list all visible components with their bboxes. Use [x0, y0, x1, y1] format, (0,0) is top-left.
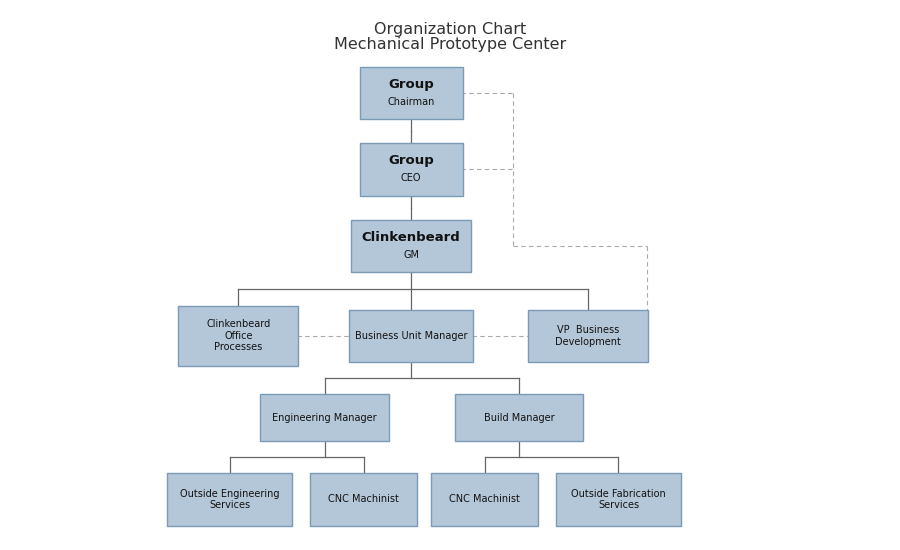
FancyBboxPatch shape [178, 306, 299, 366]
Text: VP  Business
Development: VP Business Development [555, 325, 621, 347]
Text: CNC Machinist: CNC Machinist [449, 494, 520, 504]
FancyBboxPatch shape [260, 394, 389, 441]
Text: Clinkenbeard: Clinkenbeard [362, 231, 461, 244]
Text: Group: Group [388, 78, 434, 91]
Text: Outside Fabrication
Services: Outside Fabrication Services [572, 488, 666, 510]
Text: Clinkenbeard
Office
Processes: Clinkenbeard Office Processes [206, 319, 270, 353]
Text: Mechanical Prototype Center: Mechanical Prototype Center [334, 37, 566, 52]
Text: Outside Engineering
Services: Outside Engineering Services [180, 488, 279, 510]
Text: CNC Machinist: CNC Machinist [328, 494, 399, 504]
FancyBboxPatch shape [556, 473, 680, 526]
FancyBboxPatch shape [528, 310, 648, 362]
Text: CEO: CEO [400, 173, 421, 184]
FancyBboxPatch shape [310, 473, 418, 526]
FancyBboxPatch shape [431, 473, 538, 526]
Text: Build Manager: Build Manager [484, 412, 554, 422]
FancyBboxPatch shape [349, 310, 473, 362]
Text: Business Unit Manager: Business Unit Manager [355, 331, 467, 340]
FancyBboxPatch shape [167, 473, 292, 526]
Text: Organization Chart: Organization Chart [374, 21, 526, 36]
FancyBboxPatch shape [360, 67, 463, 119]
FancyBboxPatch shape [351, 220, 472, 272]
Text: Chairman: Chairman [387, 97, 435, 107]
FancyBboxPatch shape [360, 143, 463, 196]
Text: Group: Group [388, 155, 434, 167]
Text: GM: GM [403, 250, 419, 260]
FancyBboxPatch shape [454, 394, 583, 441]
Text: Engineering Manager: Engineering Manager [273, 412, 377, 422]
